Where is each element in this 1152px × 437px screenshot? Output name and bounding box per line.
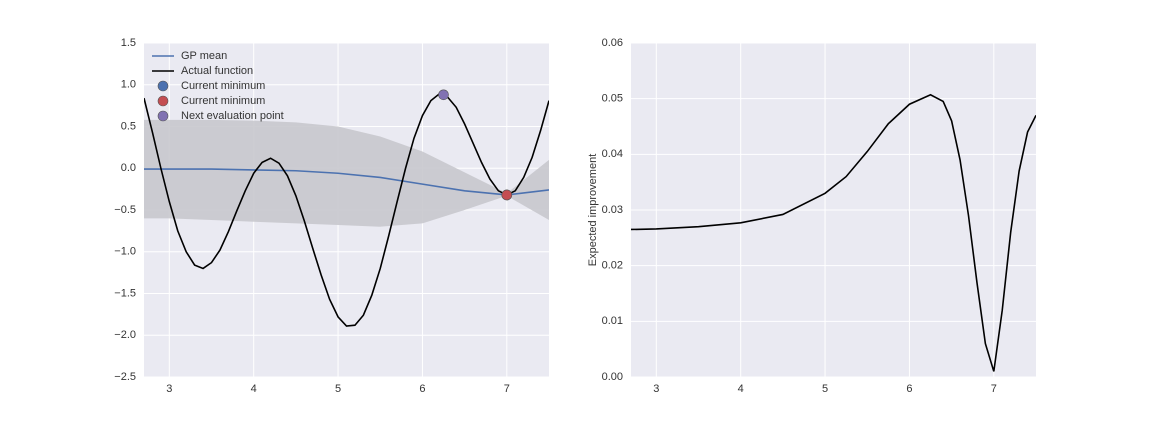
legend-swatch: [157, 110, 169, 122]
x-tick-label: 5: [335, 383, 341, 395]
y-tick-label: 0.03: [602, 204, 623, 216]
legend-label: Current minimum: [181, 95, 265, 107]
legend-label: GP mean: [181, 50, 227, 62]
plot-content: [144, 89, 549, 327]
x-tick-label: 4: [738, 383, 744, 395]
line: [144, 168, 549, 196]
y-tick-label: 0.5: [121, 120, 136, 132]
y-tick-label: −1.5: [114, 287, 136, 299]
legend-label: Current minimum: [181, 80, 265, 92]
legend-label: Actual function: [181, 65, 253, 77]
subplot: 3 4 5 6 7 −2.5 −2.0 −1.5 −1.0 −0.5 0.0 0.5 1.0 1.5 GP …: [114, 37, 549, 395]
legend-label: Next evaluation point: [181, 110, 284, 122]
y-tick-label: 1.5: [121, 37, 136, 49]
y-tick-label: 0.05: [602, 93, 623, 105]
x-tick-label: 3: [653, 383, 659, 395]
x-tick-label: 7: [504, 383, 510, 395]
y-tick-label: 0.04: [602, 148, 623, 160]
y-tick-label: −2.0: [114, 329, 136, 341]
legend-swatch: [157, 95, 169, 107]
y-tick-label: 0.0: [121, 162, 136, 174]
point: [438, 89, 449, 101]
y-tick-label: −1.0: [114, 246, 136, 258]
y-axis-label: Expected improvement: [587, 154, 599, 267]
subplot: 3 4 5 6 7 0.00 0.01 0.02 0.03 0.04 0.05 0.06 Expecte…: [587, 37, 1036, 395]
x-tick-label: 7: [991, 383, 997, 395]
x-tick-label: 3: [166, 383, 172, 395]
y-tick-label: −0.5: [114, 204, 136, 216]
x-tick-label: 6: [906, 383, 912, 395]
x-tick-label: 4: [251, 383, 257, 395]
y-tick-label: 0.00: [602, 371, 623, 383]
y-tick-label: −2.5: [114, 371, 136, 383]
line: [144, 93, 549, 327]
y-tick-label: 0.06: [602, 37, 623, 49]
point: [501, 189, 513, 201]
y-tick-label: 0.02: [602, 260, 623, 272]
line: [631, 93, 1036, 372]
y-tick-label: 0.01: [602, 315, 623, 327]
legend: GP mean Actual function Current minimum Cur…: [152, 50, 284, 122]
x-tick-label: 6: [419, 383, 425, 395]
y-tick-label: 1.0: [121, 79, 136, 91]
x-tick-label: 5: [822, 383, 828, 395]
legend-swatch: [157, 80, 169, 92]
confidence-band: [144, 119, 549, 227]
plot-content: [631, 93, 1036, 372]
